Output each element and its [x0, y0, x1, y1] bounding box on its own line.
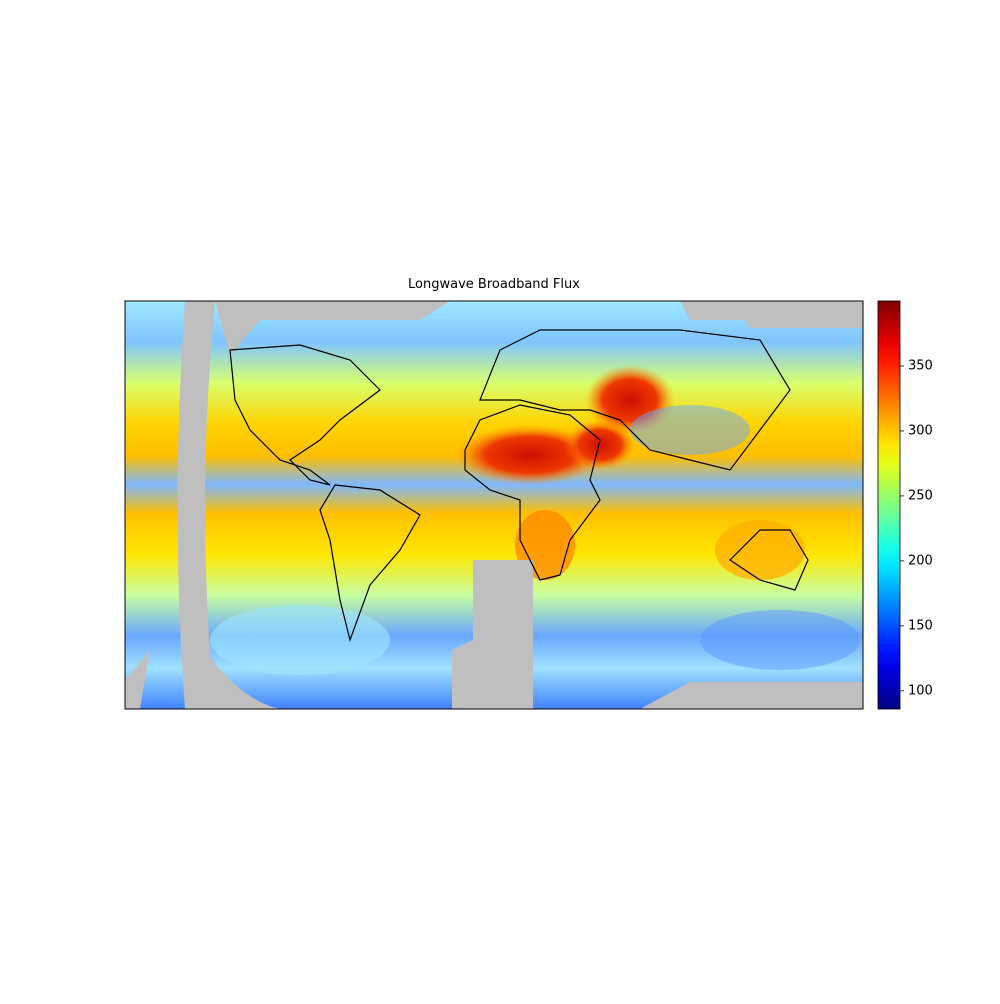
chart-title: Longwave Broadband Flux: [408, 277, 580, 292]
colorbar-tick-label: 300: [908, 423, 933, 438]
map-field: [125, 301, 863, 709]
colorbar-tick-label: 100: [908, 683, 933, 698]
map-frame: [124, 300, 864, 710]
colorbar-tick-label: 250: [908, 488, 933, 503]
colorbar-tick-label: 350: [908, 358, 933, 373]
colorbar-tick-label: 200: [908, 553, 933, 568]
colorbar: [877, 300, 901, 710]
colorbar-tick-label: 150: [908, 618, 933, 633]
